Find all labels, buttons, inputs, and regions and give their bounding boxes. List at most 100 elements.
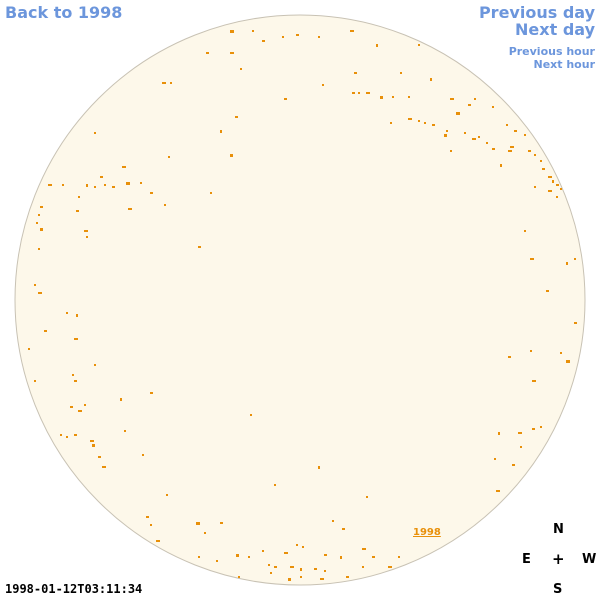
solar-feature-mark	[102, 466, 106, 468]
solar-feature-mark	[346, 576, 349, 578]
solar-feature-mark	[196, 522, 200, 525]
solar-feature-mark	[478, 136, 480, 138]
solar-feature-mark	[220, 522, 223, 524]
solar-feature-mark	[274, 484, 276, 486]
solar-feature-mark	[150, 192, 153, 194]
solar-feature-mark	[44, 330, 47, 332]
solar-feature-mark	[78, 410, 82, 412]
solar-feature-mark	[74, 434, 77, 436]
solar-feature-mark	[398, 556, 400, 558]
solar-feature-mark	[518, 432, 522, 434]
solar-feature-mark	[94, 186, 96, 188]
solar-feature-mark	[540, 160, 542, 162]
solar-feature-mark	[510, 146, 514, 148]
solar-feature-mark	[390, 122, 392, 124]
solar-feature-mark	[324, 570, 326, 572]
solar-feature-mark	[322, 84, 324, 86]
solar-feature-mark	[514, 130, 517, 132]
solar-feature-mark	[120, 398, 122, 401]
solar-features	[28, 30, 577, 581]
solar-feature-mark	[150, 524, 152, 526]
solar-feature-mark	[494, 458, 496, 460]
solar-feature-mark	[546, 290, 549, 292]
solar-feature-mark	[350, 30, 354, 32]
solar-feature-mark	[408, 118, 412, 120]
solar-feature-mark	[98, 456, 101, 458]
solar-feature-mark	[532, 380, 536, 382]
solar-feature-mark	[38, 248, 40, 250]
solar-feature-mark	[474, 98, 476, 100]
solar-feature-mark	[66, 312, 68, 314]
solar-feature-mark	[400, 72, 402, 74]
solar-feature-mark	[78, 196, 80, 198]
solar-feature-mark	[540, 426, 542, 428]
solar-feature-mark	[372, 556, 375, 558]
solar-feature-mark	[86, 236, 88, 238]
solar-feature-mark	[506, 124, 508, 126]
solar-feature-mark	[198, 556, 200, 558]
solar-feature-mark	[282, 36, 284, 38]
compass-east-label: E	[522, 552, 531, 567]
solar-feature-mark	[500, 164, 502, 167]
compass-west-label: W	[582, 552, 597, 567]
solar-feature-mark	[38, 292, 42, 294]
solar-feature-mark	[444, 134, 447, 137]
solar-feature-mark	[392, 96, 394, 98]
solar-feature-mark	[532, 428, 535, 430]
solar-feature-mark	[332, 520, 334, 522]
solar-feature-mark	[164, 204, 166, 206]
solar-feature-mark	[574, 258, 576, 260]
solar-feature-mark	[166, 494, 168, 496]
solar-feature-mark	[530, 258, 534, 260]
solar-feature-mark	[76, 210, 79, 212]
solar-feature-mark	[198, 246, 201, 248]
solar-feature-mark	[230, 52, 234, 54]
solar-feature-mark	[468, 104, 471, 106]
solar-feature-mark	[284, 552, 288, 554]
solar-feature-mark	[230, 30, 234, 33]
solar-feature-mark	[284, 98, 287, 100]
solar-feature-mark	[300, 576, 302, 578]
previous-hour-link[interactable]: Previous hour	[508, 45, 595, 58]
solar-feature-mark	[84, 404, 86, 406]
next-hour-link[interactable]: Next hour	[533, 58, 596, 71]
solar-feature-mark	[450, 150, 452, 152]
solar-feature-mark	[262, 40, 265, 42]
solar-feature-mark	[162, 82, 166, 84]
solar-feature-mark	[74, 380, 77, 382]
solar-feature-mark	[314, 568, 317, 570]
solar-feature-mark	[408, 96, 410, 98]
solar-feature-mark	[342, 528, 345, 530]
solar-feature-mark	[104, 184, 106, 186]
solar-feature-mark	[86, 184, 88, 187]
solar-feature-mark	[150, 392, 153, 394]
solar-feature-mark	[66, 436, 68, 438]
solar-feature-mark	[548, 176, 552, 178]
year-link[interactable]: 1998	[413, 527, 441, 538]
solar-feature-mark	[566, 360, 570, 363]
solar-feature-mark	[288, 578, 291, 581]
solar-feature-mark	[498, 432, 500, 435]
solar-feature-mark	[250, 414, 252, 416]
solar-feature-mark	[424, 122, 426, 124]
solar-feature-mark	[560, 352, 562, 354]
solar-feature-mark	[36, 222, 38, 224]
compass-center-icon: +	[552, 550, 565, 568]
back-to-year-link[interactable]: Back to 1998	[5, 3, 123, 22]
solar-feature-mark	[76, 314, 78, 317]
solar-feature-mark	[100, 176, 103, 178]
solar-feature-mark	[450, 98, 454, 100]
solar-feature-mark	[170, 82, 172, 84]
solar-feature-mark	[528, 150, 531, 152]
solar-feature-mark	[252, 30, 254, 32]
solar-feature-mark	[366, 92, 370, 94]
solar-feature-mark	[238, 576, 240, 578]
solar-feature-mark	[140, 182, 142, 184]
solar-feature-mark	[556, 184, 559, 186]
solar-feature-mark	[496, 490, 500, 492]
next-day-link[interactable]: Next day	[515, 20, 595, 39]
solar-feature-mark	[366, 496, 368, 498]
previous-day-link[interactable]: Previous day	[478, 3, 595, 22]
solar-feature-mark	[40, 228, 43, 231]
